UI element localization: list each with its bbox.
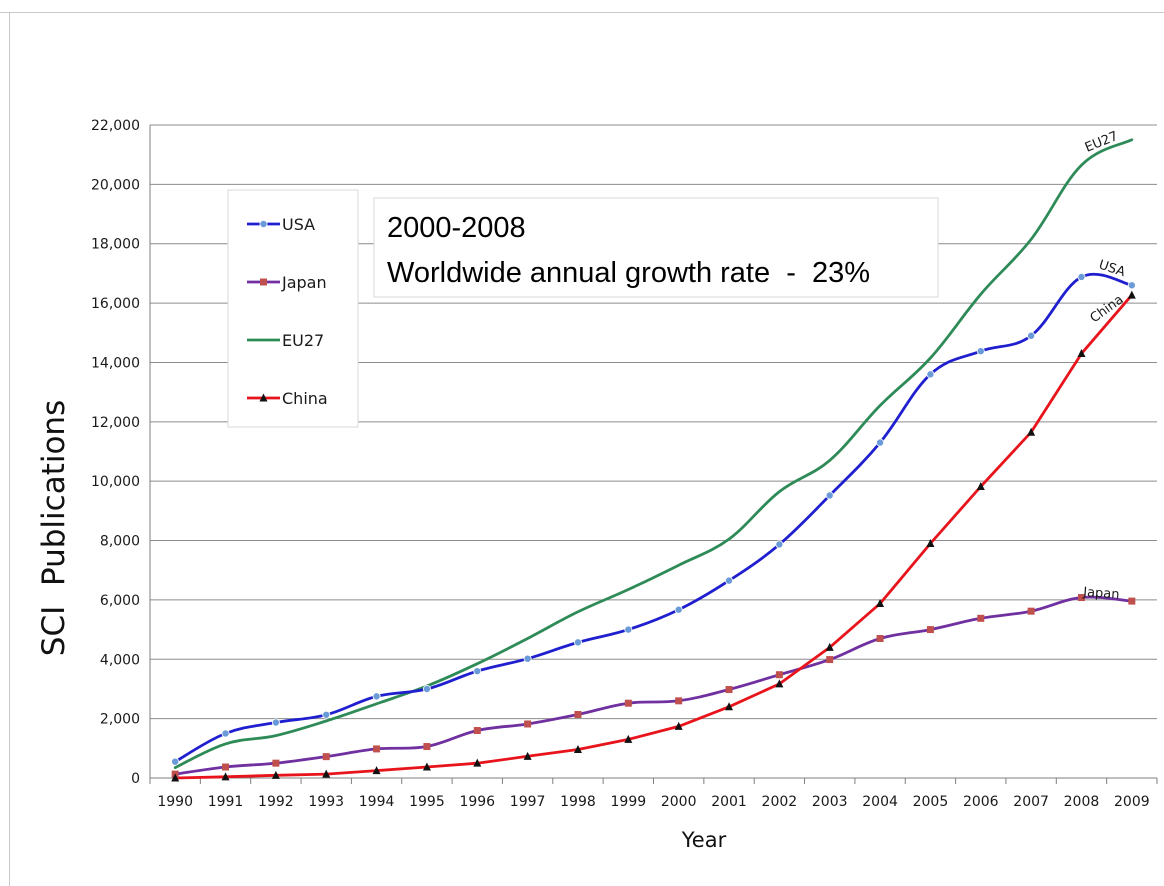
legend-label-eu27: EU27 (282, 331, 324, 350)
data-point-china (1128, 291, 1136, 299)
y-tick-label: 2,000 (100, 712, 140, 728)
data-point-usa (524, 655, 531, 662)
data-point-usa (927, 371, 934, 378)
x-tick-label: 1990 (157, 794, 193, 810)
y-tick-label: 22,000 (91, 118, 140, 134)
data-point-usa (776, 541, 783, 548)
x-tick-label: 2009 (1114, 794, 1150, 810)
data-point-japan (1128, 598, 1135, 605)
y-tick-label: 10,000 (91, 474, 140, 490)
data-point-usa (222, 730, 229, 737)
x-tick-label: 2007 (1013, 794, 1049, 810)
legend-label-japan: Japan (281, 273, 327, 292)
legend-label-usa: USA (282, 215, 315, 234)
x-tick-label: 1999 (611, 794, 647, 810)
data-point-japan (574, 711, 581, 718)
data-point-usa (574, 639, 581, 646)
data-point-usa (323, 711, 330, 718)
y-tick-label: 6,000 (100, 593, 140, 609)
y-tick-label: 14,000 (91, 355, 140, 371)
x-tick-label: 1994 (359, 794, 395, 810)
data-point-usa (675, 606, 682, 613)
data-point-japan (927, 626, 934, 633)
data-point-japan (423, 743, 430, 750)
annotation-line-2: Worldwide annual growth rate - 23% (387, 257, 870, 289)
y-tick-label: 16,000 (91, 296, 140, 312)
x-tick-labels: 1990 1991 1992 1993 1994 1995 1996 1997 1998 1999… (157, 794, 1149, 810)
data-point-japan (826, 656, 833, 663)
data-point-usa (423, 685, 430, 692)
data-point-usa (826, 492, 833, 499)
x-tick-label: 2002 (762, 794, 798, 810)
y-tick-label: 20,000 (91, 177, 140, 193)
data-point-japan (524, 720, 531, 727)
data-point-usa (474, 668, 481, 675)
y-tick-label: 4,000 (100, 652, 140, 668)
x-axis-title: Year (681, 828, 727, 852)
data-point-japan (776, 671, 783, 678)
x-tick-label: 2008 (1064, 794, 1100, 810)
data-point-usa (876, 439, 883, 446)
data-point-japan (877, 635, 884, 642)
x-tick-label: 2006 (963, 794, 999, 810)
data-point-japan (474, 727, 481, 734)
data-point-japan (1028, 608, 1035, 615)
series-line-japan (175, 597, 1132, 774)
data-point-usa (1128, 282, 1135, 289)
data-point-japan (222, 764, 229, 771)
x-tick-label: 2005 (913, 794, 949, 810)
x-tick-label: 2004 (862, 794, 898, 810)
x-tick-label: 1997 (510, 794, 546, 810)
y-tick-labels: 0 2,000 4,000 6,000 8,000 10,000 12,000 14,000 1… (91, 118, 140, 787)
y-tick-label: 8,000 (100, 534, 140, 550)
data-point-japan (323, 753, 330, 760)
x-tick-label: 1998 (560, 794, 596, 810)
end-label-japan: Japan (1082, 585, 1120, 603)
data-point-japan (675, 697, 682, 704)
x-tick-label: 1991 (208, 794, 244, 810)
legend-marker-japan (260, 279, 267, 286)
data-point-usa (1078, 273, 1085, 280)
x-tick-label: 2000 (661, 794, 697, 810)
annotation-line-1: 2000-2008 (387, 212, 526, 244)
legend-marker-usa (260, 220, 267, 227)
data-point-japan (625, 700, 632, 707)
data-point-usa (1028, 332, 1035, 339)
legend-label-china: China (282, 389, 328, 408)
data-point-usa (977, 348, 984, 355)
data-point-usa (272, 719, 279, 726)
x-tick-label: 2003 (812, 794, 848, 810)
data-point-usa (373, 693, 380, 700)
y-tick-label: 0 (131, 771, 140, 787)
data-point-usa (172, 758, 179, 765)
x-tick-label: 1995 (409, 794, 445, 810)
y-tick-label: 18,000 (91, 237, 140, 253)
legend: USA Japan EU27 China (228, 190, 358, 427)
data-point-usa (625, 626, 632, 633)
x-tick-label: 1992 (258, 794, 294, 810)
growth-annotation: 2000-2008 Worldwide annual growth rate -… (374, 198, 938, 297)
data-point-japan (726, 686, 733, 693)
data-point-japan (373, 745, 380, 752)
x-tick-label: 1993 (308, 794, 344, 810)
y-axis-title: SCI Publications (36, 400, 72, 656)
data-point-usa (725, 577, 732, 584)
data-point-japan (272, 760, 279, 767)
x-tick-label: 2001 (711, 794, 747, 810)
data-point-japan (977, 615, 984, 622)
x-tick-label: 1996 (459, 794, 495, 810)
y-tick-label: 12,000 (91, 415, 140, 431)
